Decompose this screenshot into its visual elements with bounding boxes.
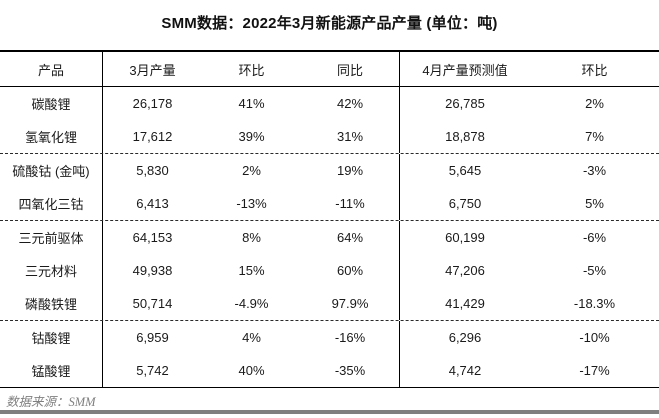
april-forecast-cell: 41,429 bbox=[445, 296, 485, 311]
product-cell: 硫酸钴 (金吨) bbox=[0, 154, 103, 187]
forecast-mom-cell: 7% bbox=[585, 129, 604, 144]
march-output-cell: 5,742 bbox=[136, 363, 169, 378]
product-cell: 碳酸锂 bbox=[0, 87, 103, 120]
april-forecast-cell: 4,742 bbox=[448, 363, 482, 378]
table-row: 磷酸铁锂 50,714 -4.9% 97.9% 41,429 -18.3% bbox=[0, 287, 659, 321]
april-forecast-cell: 26,785 bbox=[445, 96, 485, 111]
forecast-mom-cell: -5% bbox=[582, 263, 607, 278]
april-forecast-cell: 6,296 bbox=[448, 330, 482, 345]
product-cell: 四氧化三钴 bbox=[0, 187, 103, 220]
yoy-cell: 97.9% bbox=[301, 287, 400, 320]
yoy-cell: 64% bbox=[301, 221, 400, 254]
yoy-cell: -35% bbox=[301, 354, 400, 387]
table-row: 锰酸锂 5,742 40% -35% 4,742 -17% bbox=[0, 354, 659, 387]
product-cell: 磷酸铁锂 bbox=[0, 287, 103, 320]
yoy-cell: -16% bbox=[301, 321, 400, 354]
mom-cell: 8% bbox=[242, 230, 261, 245]
mom-cell: 39% bbox=[238, 129, 265, 144]
table-row: 硫酸钴 (金吨) 5,830 2% 19% 5,645 -3% bbox=[0, 154, 659, 187]
column-header-forecast-mom: 环比 bbox=[581, 62, 608, 78]
product-cell: 锰酸锂 bbox=[0, 354, 103, 387]
product-cell: 钴酸锂 bbox=[0, 321, 103, 354]
table-row: 钴酸锂 6,959 4% -16% 6,296 -10% bbox=[0, 321, 659, 354]
forecast-mom-cell: -10% bbox=[579, 330, 610, 345]
forecast-mom-cell: -3% bbox=[582, 163, 607, 178]
march-output-cell: 50,714 bbox=[132, 296, 173, 311]
column-header-yoy: 同比 bbox=[301, 52, 400, 86]
mom-cell: 41% bbox=[238, 96, 265, 111]
yoy-cell: 31% bbox=[301, 120, 400, 153]
production-table: 产品 3月产量 环比 同比 4月产量预测值 环比 碳酸锂 26,178 41% … bbox=[0, 50, 659, 388]
column-header-product: 产品 bbox=[0, 52, 103, 86]
mom-cell: 2% bbox=[242, 163, 261, 178]
data-source-note: 数据来源：SMM bbox=[6, 395, 96, 409]
yoy-cell: 42% bbox=[301, 87, 400, 120]
yoy-cell: 19% bbox=[301, 154, 400, 187]
mom-cell: -13% bbox=[236, 196, 267, 211]
march-output-cell: 64,153 bbox=[132, 230, 173, 245]
forecast-mom-cell: 2% bbox=[585, 96, 604, 111]
bottom-divider-bar bbox=[0, 410, 659, 414]
forecast-mom-cell: -6% bbox=[582, 230, 607, 245]
march-output-cell: 26,178 bbox=[132, 96, 173, 111]
yoy-cell: -11% bbox=[301, 187, 400, 220]
mom-cell: 4% bbox=[242, 330, 261, 345]
april-forecast-cell: 5,645 bbox=[448, 163, 482, 178]
april-forecast-cell: 60,199 bbox=[445, 230, 485, 245]
table-header-row: 产品 3月产量 环比 同比 4月产量预测值 环比 bbox=[0, 52, 659, 87]
product-cell: 三元材料 bbox=[0, 254, 103, 287]
april-forecast-cell: 47,206 bbox=[445, 263, 485, 278]
march-output-cell: 6,413 bbox=[136, 196, 169, 211]
column-header-march-output: 3月产量 bbox=[129, 62, 176, 78]
mom-cell: 40% bbox=[238, 363, 265, 378]
march-output-cell: 5,830 bbox=[136, 163, 169, 178]
column-header-mom: 环比 bbox=[238, 62, 265, 78]
column-header-april-forecast: 4月产量预测值 bbox=[422, 62, 508, 78]
table-row: 四氧化三钴 6,413 -13% -11% 6,750 5% bbox=[0, 187, 659, 221]
yoy-cell: 60% bbox=[301, 254, 400, 287]
product-cell: 三元前驱体 bbox=[0, 221, 103, 254]
table-row: 三元前驱体 64,153 8% 64% 60,199 -6% bbox=[0, 221, 659, 254]
forecast-mom-cell: -18.3% bbox=[573, 296, 616, 311]
mom-cell: 15% bbox=[238, 263, 265, 278]
table-row: 碳酸锂 26,178 41% 42% 26,785 2% bbox=[0, 87, 659, 120]
april-forecast-cell: 6,750 bbox=[448, 196, 482, 211]
table-row: 三元材料 49,938 15% 60% 47,206 -5% bbox=[0, 254, 659, 287]
march-output-cell: 6,959 bbox=[136, 330, 169, 345]
forecast-mom-cell: 5% bbox=[585, 196, 604, 211]
march-output-cell: 17,612 bbox=[132, 129, 173, 144]
mom-cell: -4.9% bbox=[234, 296, 269, 311]
table-row: 氢氧化锂 17,612 39% 31% 18,878 7% bbox=[0, 120, 659, 154]
april-forecast-cell: 18,878 bbox=[445, 129, 485, 144]
forecast-mom-cell: -17% bbox=[579, 363, 610, 378]
page-title: SMM数据：2022年3月新能源产品产量 (单位：吨) bbox=[161, 15, 498, 32]
product-cell: 氢氧化锂 bbox=[0, 120, 103, 153]
march-output-cell: 49,938 bbox=[132, 263, 173, 278]
